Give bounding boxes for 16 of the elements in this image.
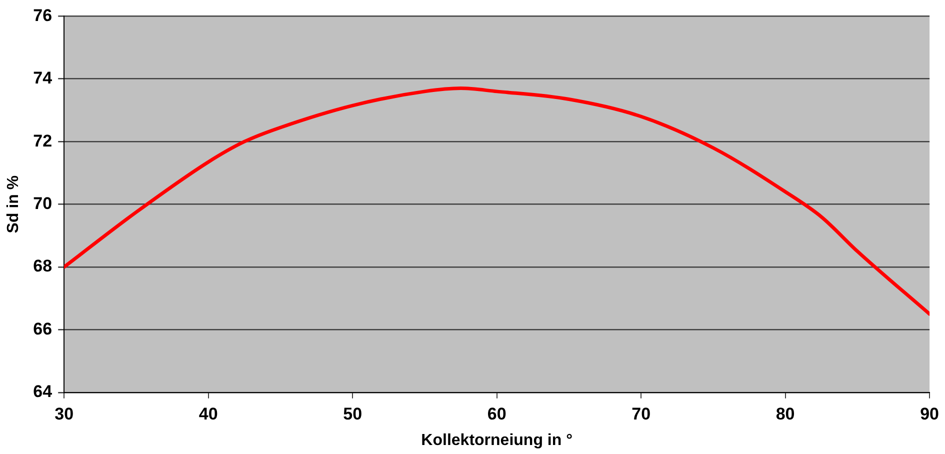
x-tick-label: 30: [54, 404, 74, 424]
x-tick-label: 80: [776, 404, 795, 424]
x-axis-title: Kollektorneiung in °: [421, 432, 572, 449]
y-axis-title: Sd in %: [5, 175, 22, 234]
x-tick-label: 90: [920, 404, 940, 424]
y-tick-label: 66: [33, 319, 52, 338]
x-tick-label: 70: [632, 404, 651, 424]
y-tick-label: 68: [33, 256, 52, 276]
x-tick-label: 50: [343, 404, 362, 424]
y-tick-label: 74: [33, 68, 53, 88]
y-tick-label: 70: [33, 194, 52, 213]
y-tick-label: 76: [33, 6, 52, 25]
y-tick-label: 64: [33, 382, 53, 402]
y-tick-label: 72: [33, 131, 52, 150]
x-tick-label: 60: [487, 404, 506, 424]
x-tick-label: 40: [198, 404, 218, 424]
